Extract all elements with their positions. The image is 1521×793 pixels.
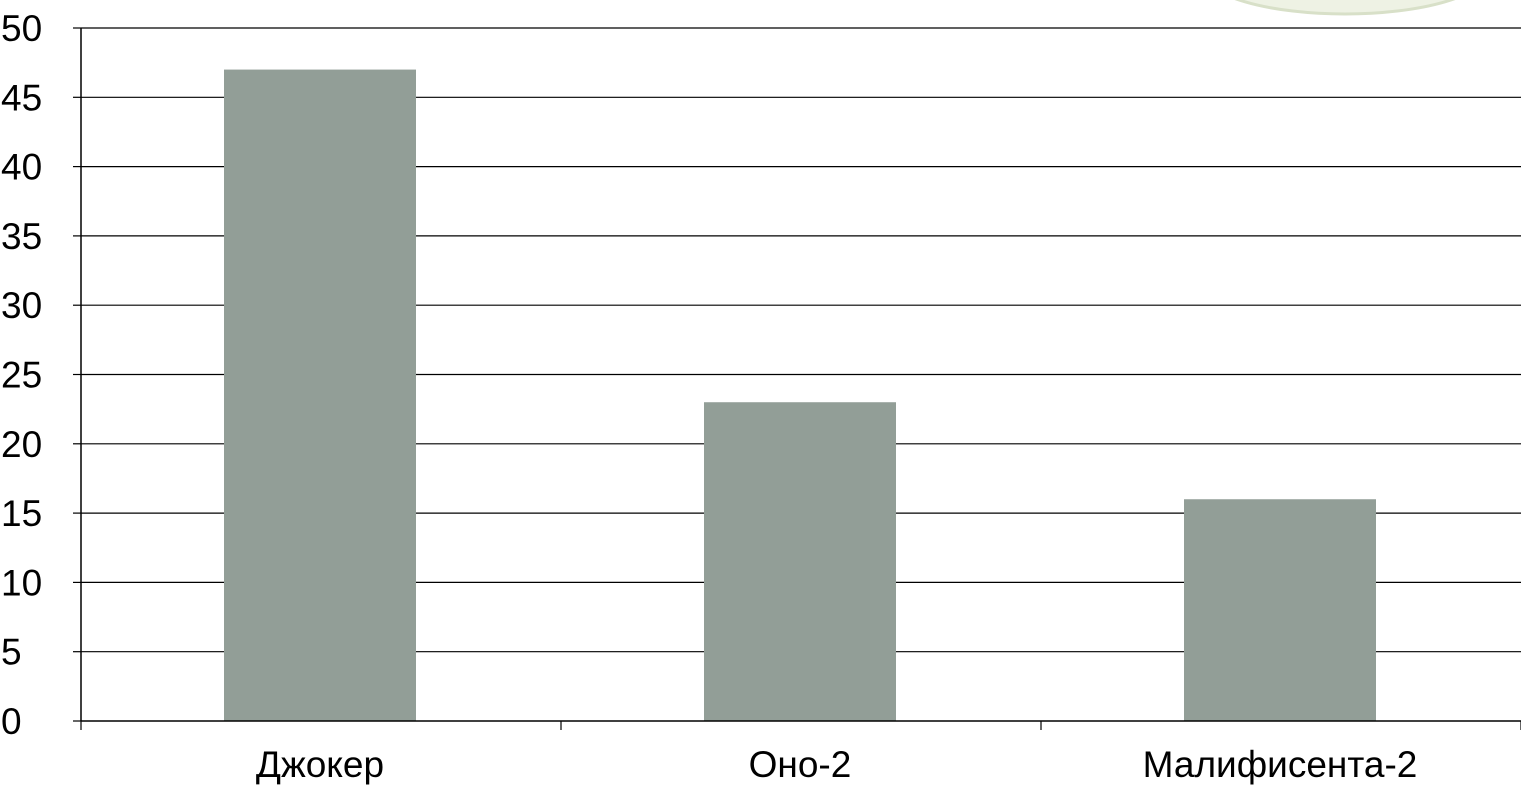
y-tick-label: 25 xyxy=(1,355,42,396)
y-tick-label: 20 xyxy=(1,424,42,465)
y-tick-label: 5 xyxy=(1,632,22,673)
x-tick-label: Джокер xyxy=(256,744,384,785)
y-tick-labels: 0 5 10 15 20 25 30 35 40 45 50 xyxy=(1,8,42,742)
y-tick-label: 10 xyxy=(1,562,42,603)
corner-decoration xyxy=(1234,0,1456,16)
y-tick-label: 35 xyxy=(1,216,42,257)
x-tick-label: Оно-2 xyxy=(749,744,852,785)
y-tick-label: 0 xyxy=(1,701,22,742)
bars xyxy=(224,69,1376,721)
y-tick-label: 15 xyxy=(1,493,42,534)
bar-3 xyxy=(1184,499,1376,721)
y-tick-label: 50 xyxy=(1,8,42,49)
bar-1 xyxy=(224,69,416,721)
axes xyxy=(73,27,1521,730)
y-tick-label: 45 xyxy=(1,77,42,118)
x-tick-labels: Джокер Оно-2 Малифисента-2 xyxy=(256,744,1417,785)
y-tick-label: 40 xyxy=(1,147,42,188)
y-tick-label: 30 xyxy=(1,285,42,326)
x-tick-label: Малифисента-2 xyxy=(1143,744,1418,785)
bar-2 xyxy=(704,402,896,721)
